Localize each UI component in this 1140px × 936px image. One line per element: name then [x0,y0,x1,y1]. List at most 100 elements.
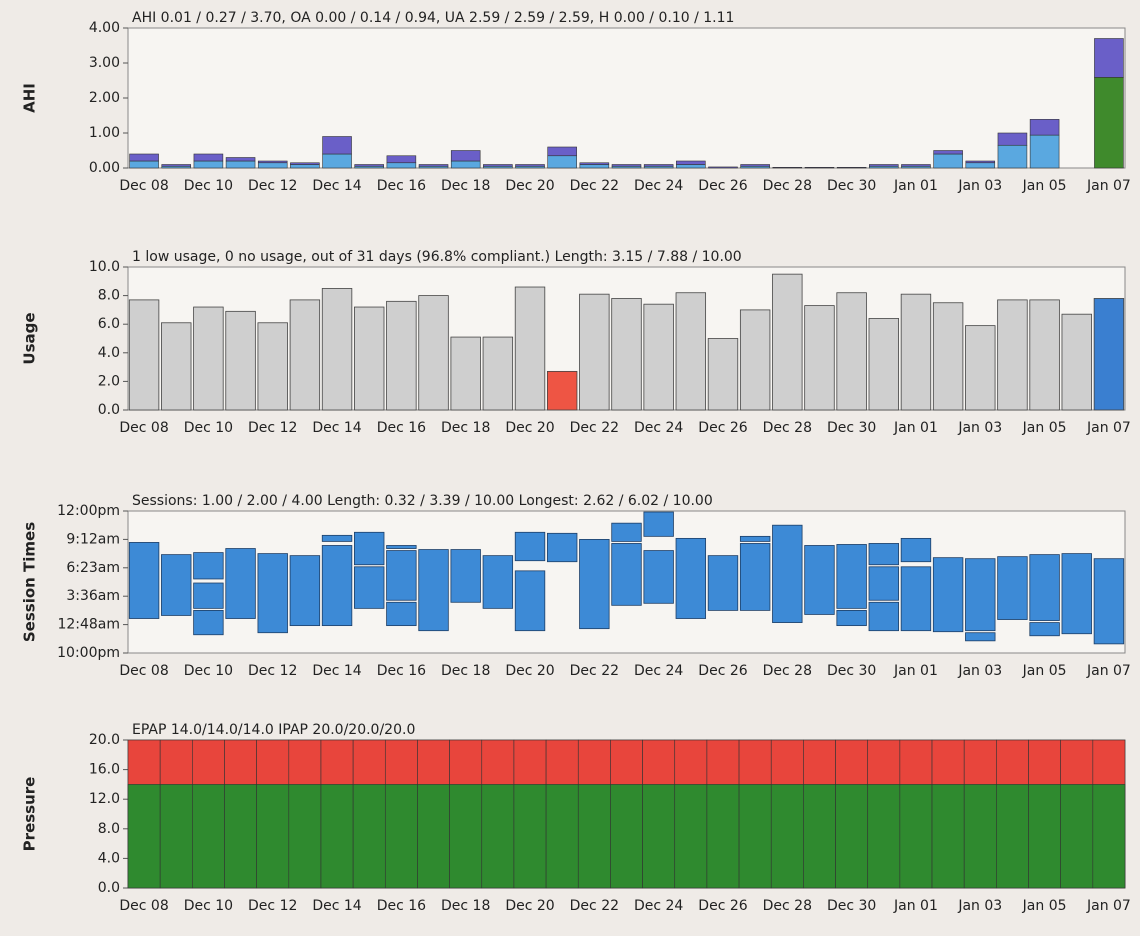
bar-segment [129,160,159,169]
x-tick-label: Dec 20 [505,420,554,436]
bar-segment [354,164,384,167]
y-tick-label: 20.0 [89,732,120,748]
session-bar [482,555,514,609]
bar-segment [1029,119,1060,136]
bar-segment [257,162,288,169]
session-bar [868,601,899,632]
bar-segment [643,164,674,167]
bar-segment [547,155,577,169]
session-bar [772,524,803,623]
bar [128,299,160,411]
x-tick-label: Jan 03 [957,420,1002,436]
bar-segment [804,167,835,169]
bar-segment [579,162,610,165]
session-bar [514,570,546,632]
y-axis-label: Usage [21,312,39,364]
bar-segment [257,160,288,164]
bar-segment [450,160,481,169]
session-bar [1029,622,1060,637]
bar [354,306,385,411]
x-tick-label: Dec 14 [312,420,361,436]
x-tick-label: Jan 03 [957,178,1002,194]
session-bar [514,531,546,562]
bar [1029,299,1060,411]
bar [610,784,643,889]
bar [161,322,192,411]
x-tick-label: Dec 24 [634,663,683,679]
y-tick-label: 6:23am [66,560,120,576]
bar-segment [1029,134,1060,169]
bar-segment [193,153,224,162]
bar [674,784,708,889]
bar-segment [515,164,545,167]
bar [1092,784,1126,889]
bar [770,784,804,889]
session-bar [386,550,417,601]
session-bar [321,545,353,627]
bar-segment [965,162,996,169]
session-bar [739,543,771,611]
x-tick-label: Dec 20 [505,663,554,679]
bar [611,298,642,411]
x-tick-label: Dec 18 [441,663,490,679]
x-tick-label: Dec 28 [763,663,812,679]
session-bar [225,548,256,619]
bar-segment [997,132,1028,146]
bar [289,299,321,411]
bar [867,784,901,889]
bar [931,784,965,889]
x-tick-label: Dec 12 [248,178,297,194]
x-tick-label: Dec 28 [763,420,812,436]
chart-subtitle: EPAP 14.0/14.0/14.0 IPAP 20.0/20.0/20.0 [132,722,415,738]
bar [642,784,676,889]
y-tick-label: 0.0 [98,880,120,896]
bar [321,288,353,411]
bar [257,322,288,411]
session-bar [386,545,417,549]
bar [707,338,739,411]
y-tick-label: 10.0 [89,259,120,275]
x-tick-label: Jan 01 [893,898,938,914]
bar [256,784,290,889]
bar [159,784,193,889]
y-tick-label: 10:00pm [57,645,120,661]
y-tick-label: 9:12am [66,531,120,547]
session-bar [1061,553,1092,635]
x-tick-label: Dec 14 [312,898,361,914]
x-tick-label: Dec 16 [377,420,426,436]
bar [739,309,771,411]
session-bar [965,632,996,642]
y-tick-label: 4.00 [89,20,120,36]
x-tick-label: Dec 10 [184,178,233,194]
session-bar [161,554,192,616]
bar-segment [386,162,417,169]
bar-segment [708,166,738,169]
x-tick-label: Jan 05 [1022,420,1067,436]
session-bar [997,556,1028,620]
session-bar [354,531,385,566]
x-tick-label: Dec 24 [634,178,683,194]
chart-subtitle: 1 low usage, 0 no usage, out of 31 days … [132,249,742,265]
x-tick-label: Dec 18 [441,898,490,914]
x-tick-label: Jan 07 [1086,178,1131,194]
bar-segment [290,162,320,165]
bar [997,299,1028,411]
bar-segment [1094,77,1124,169]
session-bar [900,537,932,563]
x-tick-label: Dec 08 [119,178,168,194]
x-tick-label: Dec 28 [763,898,812,914]
x-tick-label: Dec 12 [248,420,297,436]
x-tick-label: Dec 10 [184,898,233,914]
x-tick-label: Jan 07 [1086,420,1131,436]
bar-segment [547,146,577,157]
bar [417,784,450,889]
bar [514,286,546,411]
session-bar [643,511,674,537]
bar-segment [740,164,770,167]
bar [352,784,386,889]
y-tick-label: 3.00 [89,55,120,71]
bar-segment [193,160,224,169]
bar [804,305,835,411]
bar [932,302,964,411]
session-bar [868,543,899,566]
